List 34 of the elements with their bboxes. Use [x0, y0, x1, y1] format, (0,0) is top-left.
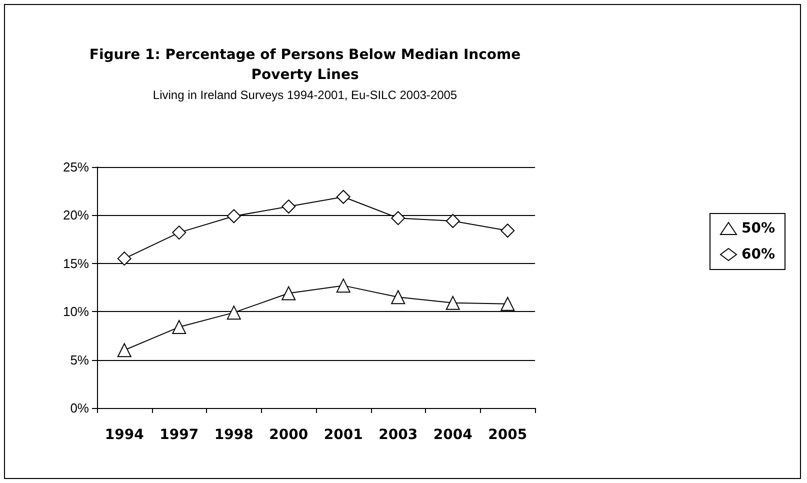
- x-tick-label: 2003: [378, 427, 418, 443]
- x-tick-label: 2005: [488, 427, 528, 443]
- y-tick-label: 5%: [70, 352, 90, 368]
- y-tick-label: 25%: [62, 160, 90, 174]
- x-tick-label: 1998: [214, 427, 254, 443]
- x-tick-label: 2004: [433, 427, 473, 443]
- point: [117, 343, 132, 358]
- x-tick-label: 1994: [104, 427, 144, 443]
- point: [336, 278, 350, 293]
- y-tick-label: 15%: [62, 256, 90, 271]
- point: [391, 290, 406, 304]
- point: [446, 296, 460, 310]
- x-tick-label: 2000: [269, 427, 308, 443]
- chart-title: Figure 1: Percentage of Persons Below Median Income Poverty Lines: [89, 47, 521, 83]
- point: [446, 214, 460, 228]
- point: [226, 209, 241, 224]
- point: [172, 226, 186, 240]
- y-tick-label: 0%: [70, 400, 90, 416]
- legend-label: 60%: [741, 246, 776, 262]
- chart-subtitle: Living in Ireland Surveys 1994-2001, Eu-SILC 2003-2005: [152, 88, 458, 102]
- point: [117, 252, 132, 266]
- point: [336, 190, 350, 204]
- y-tick-label: 10%: [62, 304, 90, 320]
- point: [500, 224, 515, 238]
- x-tick-label: 2001: [324, 427, 363, 443]
- point: [282, 200, 296, 214]
- point: [226, 306, 241, 320]
- point: [282, 286, 296, 300]
- point: [500, 296, 515, 311]
- point: [391, 211, 406, 226]
- legend-label: 50%: [741, 220, 776, 236]
- x-tick-label: 1997: [160, 427, 199, 443]
- point: [172, 320, 186, 334]
- y-tick-label: 20%: [62, 208, 90, 223]
